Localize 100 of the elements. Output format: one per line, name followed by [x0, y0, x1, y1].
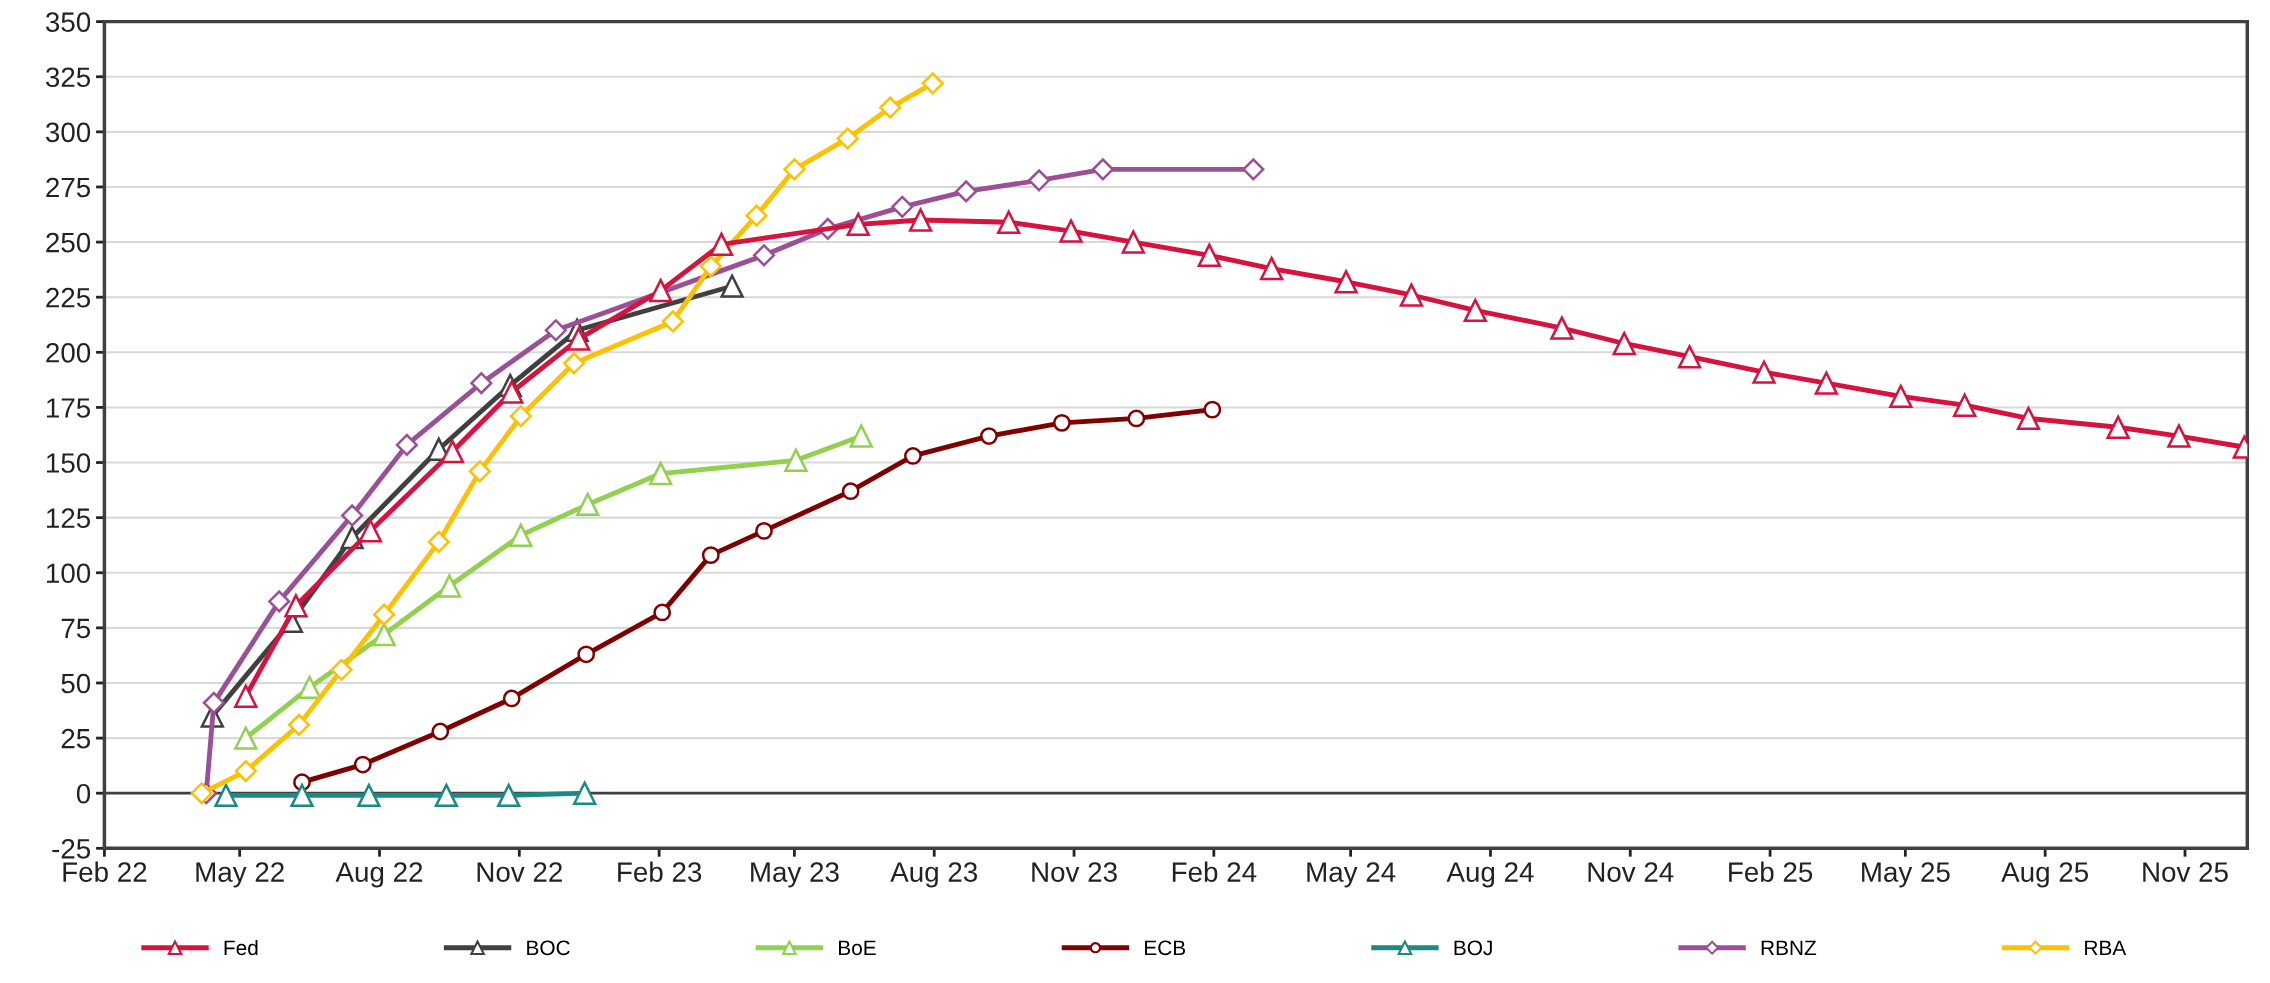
point: [755, 521, 773, 540]
point: [846, 212, 870, 237]
point: [576, 492, 600, 517]
legend-label: BOC: [527, 940, 570, 956]
point: [2167, 424, 2191, 448]
point: [437, 574, 462, 598]
x-tick-label: Feb 24: [1172, 861, 1257, 882]
x-tick-label: Nov 22: [477, 862, 562, 882]
y-tick-label: 300: [45, 122, 91, 143]
y-tick-label: 150: [47, 453, 91, 473]
point: [434, 783, 459, 808]
point: [1550, 316, 1574, 340]
point: [509, 523, 533, 547]
x-tick-label: May 25: [1862, 862, 1950, 888]
point: [341, 504, 364, 527]
point: [234, 760, 257, 783]
point: [287, 713, 311, 736]
point: [904, 447, 922, 465]
point: [544, 319, 567, 342]
legend-label: RBA: [2085, 940, 2127, 956]
point: [290, 783, 314, 808]
point: [997, 210, 1021, 234]
point: [1091, 158, 1114, 181]
point: [372, 603, 396, 626]
point: [202, 691, 225, 714]
y-tick-label: 325: [45, 67, 91, 88]
point: [1399, 283, 1424, 307]
point: [784, 448, 808, 472]
x-tick-label: Feb 25: [1729, 861, 1813, 882]
point: [783, 158, 806, 181]
x-tick-label: May 23: [751, 862, 839, 888]
point: [836, 127, 859, 150]
point: [372, 622, 396, 647]
point: [720, 274, 744, 298]
point: [268, 590, 291, 613]
y-tick-label: 100: [47, 563, 91, 584]
point: [427, 530, 450, 553]
point: [214, 783, 238, 808]
point: [699, 255, 722, 278]
point: [1052, 413, 1071, 432]
point: [1242, 158, 1265, 181]
point: [1197, 243, 1221, 267]
point: [709, 232, 734, 256]
point: [921, 72, 944, 95]
point: [431, 722, 450, 741]
x-tick-label: Feb 23: [618, 861, 702, 882]
point: [661, 310, 684, 333]
point: [497, 783, 521, 808]
point: [980, 427, 998, 445]
point: [468, 460, 491, 483]
point: [1752, 360, 1776, 384]
point: [1952, 393, 1977, 417]
x-tick-label: Aug 23: [890, 862, 978, 888]
legend-label: BoE: [839, 940, 876, 956]
y-tick-label: 350: [45, 12, 91, 32]
point: [1203, 400, 1222, 419]
point: [752, 244, 776, 267]
point: [653, 603, 672, 622]
point: [648, 278, 673, 303]
point: [908, 208, 933, 232]
y-tick-label: -25: [52, 839, 91, 859]
y-tick-label: 75: [61, 618, 91, 639]
point: [573, 781, 597, 805]
x-tick-label: Nov 24: [1588, 862, 1674, 882]
point: [234, 726, 258, 750]
legend-label: BOJ: [1454, 940, 1492, 956]
point: [1889, 384, 1913, 409]
x-tick-label: Aug 24: [1446, 862, 1534, 888]
x-tick-label: May 24: [1307, 862, 1396, 888]
point: [190, 782, 213, 805]
x-tick-label: May 22: [196, 862, 284, 888]
point: [440, 439, 465, 464]
point: [284, 594, 308, 618]
point: [1814, 371, 1838, 395]
x-tick-label: Nov 25: [2143, 862, 2228, 882]
point: [502, 689, 521, 708]
point: [1259, 256, 1284, 281]
point: [2016, 406, 2041, 431]
point: [745, 204, 768, 227]
y-tick-label: 200: [46, 342, 91, 363]
point: [357, 783, 381, 808]
point: [395, 433, 418, 456]
point: [841, 482, 860, 501]
y-tick-label: 125: [47, 508, 91, 528]
point: [562, 352, 586, 375]
x-tick-label: Aug 22: [335, 862, 423, 888]
point: [353, 755, 372, 774]
point: [566, 327, 591, 351]
y-tick-label: 25: [61, 728, 91, 749]
y-tick-label: 225: [46, 287, 91, 308]
y-tick-label: 275: [46, 177, 91, 198]
x-tick-label: Feb 22: [63, 861, 147, 882]
legend-label: Fed: [224, 939, 258, 956]
point: [849, 424, 873, 448]
point: [701, 546, 720, 565]
point: [509, 405, 532, 428]
point: [1028, 169, 1051, 192]
point: [1059, 219, 1083, 243]
point: [891, 195, 914, 218]
x-tick-label: Nov 23: [1032, 862, 1117, 882]
